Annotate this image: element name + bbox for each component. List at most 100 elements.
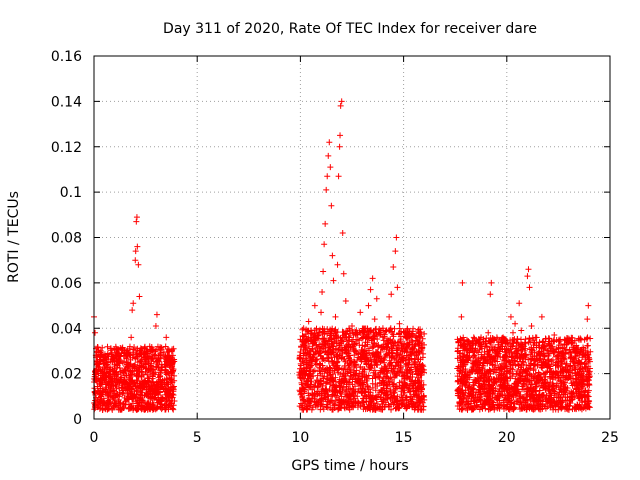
band-point	[130, 351, 137, 358]
band-point	[111, 370, 118, 377]
band-point	[470, 357, 477, 364]
band-point	[471, 352, 478, 359]
data-point	[386, 313, 393, 320]
band-point	[578, 399, 585, 406]
data-point	[580, 372, 587, 379]
band-point	[586, 358, 593, 365]
data-point	[493, 350, 500, 357]
data-point	[464, 352, 471, 359]
data-point	[321, 241, 328, 248]
band-point	[361, 392, 368, 399]
band-point	[506, 369, 513, 376]
data-point	[137, 350, 144, 357]
data-point	[355, 372, 362, 379]
band-point	[112, 351, 119, 358]
band-point	[383, 344, 390, 351]
band-point	[330, 388, 337, 395]
band-point	[354, 393, 361, 400]
band-point	[388, 355, 395, 362]
band-point	[388, 406, 395, 413]
data-point	[140, 379, 147, 386]
band-point	[346, 376, 353, 383]
data-point	[501, 354, 508, 361]
data-point	[322, 220, 329, 227]
band-point	[587, 348, 594, 355]
data-point	[458, 313, 465, 320]
data-point	[367, 286, 374, 293]
band-point	[348, 359, 355, 366]
band-point	[560, 355, 567, 362]
band-point	[143, 348, 150, 355]
band-point	[104, 343, 111, 350]
band-point	[390, 331, 397, 338]
axis-ticks: 0 5 10 15 20 25 0 0.02 0.04 0.06 0.08 0.1 0.12 0.14 0.…	[51, 49, 619, 446]
band-point	[120, 405, 127, 412]
band-point	[416, 399, 423, 406]
band-point	[311, 339, 318, 346]
band-point	[365, 372, 372, 379]
band-point	[511, 380, 518, 387]
band-point	[475, 380, 482, 387]
data-point	[525, 266, 532, 273]
band-point	[515, 361, 522, 368]
band-point	[524, 385, 531, 392]
band-point	[484, 397, 491, 404]
data-point	[567, 354, 574, 361]
band-point	[390, 374, 397, 381]
data-point	[361, 366, 368, 373]
data-point	[115, 377, 122, 384]
band-point	[334, 351, 341, 358]
band-point	[503, 345, 510, 352]
band-point	[110, 393, 117, 400]
band-point	[510, 394, 517, 401]
band-point	[542, 373, 549, 380]
band-point	[165, 347, 172, 354]
band-point	[331, 339, 338, 346]
band-point	[471, 398, 478, 405]
data-point	[410, 350, 417, 357]
band-point	[485, 396, 492, 403]
band-point	[171, 398, 178, 405]
band-point	[129, 354, 136, 361]
band-point	[486, 382, 493, 389]
band-point	[309, 395, 316, 402]
band-point	[500, 338, 507, 345]
band-point	[410, 400, 417, 407]
data-point	[485, 329, 492, 336]
band-point	[357, 402, 364, 409]
data-point	[549, 343, 556, 350]
band-point	[508, 348, 515, 355]
band-point	[314, 372, 321, 379]
band-point	[415, 379, 422, 386]
band-point	[358, 346, 365, 353]
band-point	[569, 390, 576, 397]
band-point	[525, 339, 532, 346]
band-point	[468, 345, 475, 352]
band-point	[527, 362, 534, 369]
band-point	[307, 367, 314, 374]
band-point	[396, 369, 403, 376]
band-point	[578, 405, 585, 412]
data-point	[336, 143, 343, 150]
band-point	[385, 378, 392, 385]
data-point	[136, 293, 143, 300]
band-point	[361, 379, 368, 386]
data-point	[169, 391, 176, 398]
band-point	[518, 364, 525, 371]
band-point	[107, 383, 114, 390]
band-point	[559, 399, 566, 406]
data-point	[524, 273, 531, 280]
band-point	[362, 325, 369, 332]
band-point	[167, 378, 174, 385]
band-point	[411, 355, 418, 362]
y-tick-label: 0.1	[60, 185, 82, 201]
band-point	[303, 351, 310, 358]
data-point	[329, 252, 336, 259]
band-point	[539, 392, 546, 399]
data-point	[338, 98, 345, 105]
band-point	[409, 373, 416, 380]
band-point	[553, 369, 560, 376]
band-point	[516, 372, 523, 379]
band-point	[556, 338, 563, 345]
band-point	[519, 386, 526, 393]
